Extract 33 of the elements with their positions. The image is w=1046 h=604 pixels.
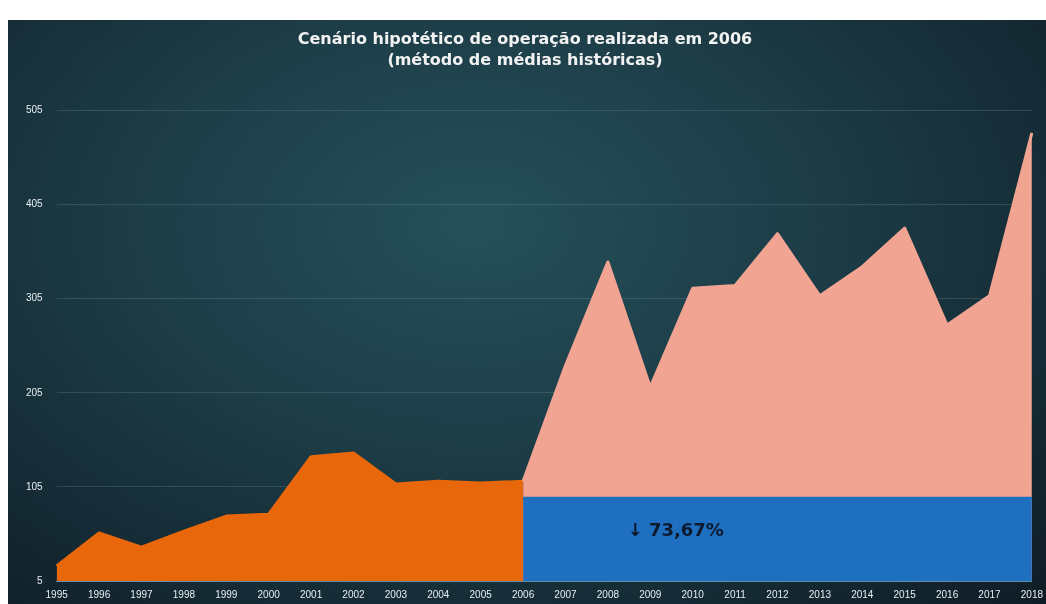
x-tick-label: 2016 bbox=[935, 588, 959, 600]
x-tick-label: 1995 bbox=[45, 588, 69, 600]
x-tick-label: 2015 bbox=[893, 588, 917, 600]
annotation: ↓ 73,67% bbox=[627, 519, 724, 541]
x-tick-label: 2006 bbox=[511, 588, 535, 600]
x-tick-label: 2001 bbox=[299, 588, 323, 600]
x-tick-label: 1998 bbox=[172, 588, 196, 600]
x-tick-label: 2002 bbox=[342, 588, 366, 600]
x-tick-label: 2012 bbox=[766, 588, 790, 600]
y-tick-label: 205 bbox=[26, 386, 44, 398]
y-tick-label: 505 bbox=[26, 104, 44, 116]
x-tick-label: 2003 bbox=[384, 588, 408, 600]
x-tick-label: 2009 bbox=[639, 588, 662, 600]
x-tick-label: 1999 bbox=[215, 588, 238, 600]
chart-title: Cenário hipotético de operação realizada em 2006 bbox=[297, 28, 753, 48]
x-tick-label: 1996 bbox=[87, 588, 111, 600]
x-tick-label: 2005 bbox=[469, 588, 493, 600]
x-tick-label: 1997 bbox=[130, 588, 154, 600]
x-tick-label: 2004 bbox=[427, 588, 450, 600]
y-tick-label: 105 bbox=[26, 480, 44, 492]
x-tick-label: 2017 bbox=[978, 588, 1002, 600]
y-tick-label: 305 bbox=[26, 292, 44, 304]
chart-subtitle: (método de médias históricas) bbox=[387, 49, 663, 69]
y-tick-label: 5 bbox=[37, 574, 44, 586]
x-tick-label: 2010 bbox=[681, 588, 705, 600]
x-tick-label: 2011 bbox=[724, 588, 747, 600]
x-tick-label: 2013 bbox=[808, 588, 832, 600]
x-tick-label: 2008 bbox=[596, 588, 620, 600]
x-tick-label: 2007 bbox=[554, 588, 578, 600]
x-tick-label: 2014 bbox=[851, 588, 874, 600]
y-tick-label: 405 bbox=[26, 198, 44, 210]
x-tick-label: 2000 bbox=[257, 588, 281, 600]
x-tick-label: 2018 bbox=[1020, 588, 1044, 600]
